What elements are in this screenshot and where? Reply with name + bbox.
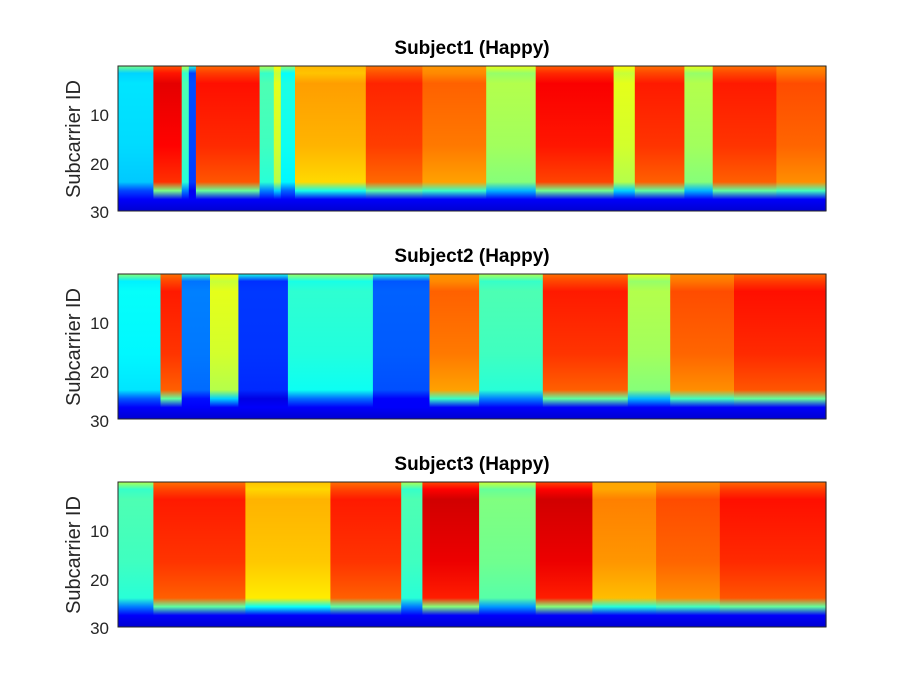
y-tick-label: 10 (90, 106, 109, 125)
heatmap-segment (210, 274, 239, 419)
heatmap-segment (295, 66, 367, 211)
heatmap-segment (181, 66, 190, 211)
heatmap-subject1 (118, 66, 827, 211)
y-tick-label: 30 (90, 203, 109, 222)
heatmap-segment (776, 66, 827, 211)
heatmap-segment (634, 66, 685, 211)
heatmap-segment (684, 66, 714, 211)
y-tick-label: 10 (90, 314, 109, 333)
heatmap-segment (627, 274, 671, 419)
heatmap-segment (535, 66, 615, 211)
heatmap-segment (273, 66, 282, 211)
y-tick-label: 20 (90, 363, 109, 382)
heatmap-segment (160, 274, 183, 419)
heatmap-segment (153, 482, 246, 627)
heatmap-segment (479, 482, 537, 627)
heatmap-segment (195, 66, 261, 211)
heatmap-segment (259, 66, 275, 211)
y-tick-label: 20 (90, 155, 109, 174)
heatmap-segment (613, 66, 636, 211)
panel-title: Subject2 (Happy) (394, 246, 549, 267)
heatmap-segment (592, 482, 657, 627)
y-tick-label: 30 (90, 619, 109, 638)
heatmap-segment (712, 66, 777, 211)
heatmap-segment (365, 66, 423, 211)
heatmap-segment (429, 274, 480, 419)
heatmap-segment (188, 66, 197, 211)
plot-frame (117, 481, 827, 628)
heatmap-segment (181, 274, 211, 419)
panel-title: Subject1 (Happy) (394, 38, 549, 59)
heatmap-subject3 (118, 482, 827, 627)
panel-title: Subject3 (Happy) (394, 454, 549, 475)
heatmap-segment (734, 274, 827, 419)
heatmap-segment (656, 482, 721, 627)
heatmap-segment (330, 482, 402, 627)
heatmap-segment (118, 274, 162, 419)
y-axis-label: Subcarrier ID (63, 496, 85, 614)
y-tick-label: 10 (90, 522, 109, 541)
y-tick-label: 20 (90, 571, 109, 590)
panel-subject2: Subject2 (Happy) Subcarrier ID 10 20 30 (63, 246, 827, 431)
heatmap-segment (245, 482, 331, 627)
heatmap-segment (719, 482, 827, 627)
heatmap-segment (118, 66, 154, 211)
panel-subject3: Subject3 (Happy) Subcarrier ID 10 20 30 (63, 454, 827, 638)
heatmap-segment (670, 274, 735, 419)
y-axis-label: Subcarrier ID (63, 288, 85, 406)
heatmap-segment (422, 482, 480, 627)
heatmap-segment (535, 482, 593, 627)
heatmap-segment (486, 66, 537, 211)
heatmap-subject2 (118, 274, 827, 419)
plot-frame (117, 273, 827, 420)
heatmap-segment (479, 274, 544, 419)
heatmap-segment (401, 482, 423, 627)
heatmap-segment (372, 274, 431, 419)
heatmap-segment (542, 274, 629, 419)
y-axis-label: Subcarrier ID (63, 80, 85, 198)
heatmap-segment (118, 482, 154, 627)
heatmap-segment (153, 66, 183, 211)
heatmap-segment (422, 66, 487, 211)
plot-frame (117, 65, 827, 212)
heatmap-segment (280, 66, 296, 211)
heatmap-segment (287, 274, 374, 419)
panel-subject1: Subject1 (Happy) Subcarrier ID 10 20 30 (63, 38, 827, 222)
y-tick-label: 30 (90, 412, 109, 431)
heatmap-segment (238, 274, 289, 419)
